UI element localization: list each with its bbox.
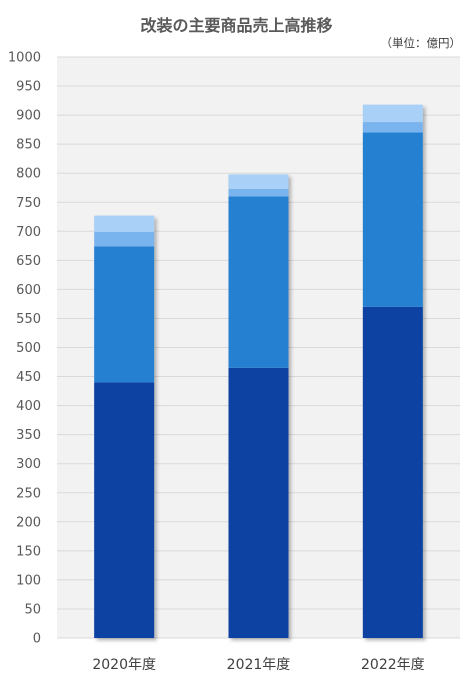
y-tick-label: 500 (16, 341, 41, 356)
bar-stack (94, 215, 155, 638)
y-tick-label: 1000 (8, 51, 41, 66)
y-tick-label: 650 (16, 254, 41, 269)
bar-stack (362, 104, 423, 638)
y-tick-label: 350 (16, 428, 41, 443)
bar-segment (94, 246, 155, 383)
bar-segment (94, 215, 155, 232)
y-tick-label: 850 (16, 138, 41, 153)
y-tick-label: 100 (16, 573, 41, 588)
bar-segment (94, 382, 155, 638)
bar-segment (362, 132, 423, 307)
y-tick-label: 150 (16, 544, 41, 559)
y-tick-label: 400 (16, 399, 41, 414)
bar-segment (362, 306, 423, 638)
bar-segment (362, 122, 423, 133)
x-category-label: 2022年度 (361, 657, 425, 673)
bar-segment (228, 196, 289, 368)
x-category-label: 2021年度 (227, 657, 291, 673)
y-tick-label: 200 (16, 515, 41, 530)
y-tick-label: 900 (16, 109, 41, 124)
unit-label: （単位：億円） (380, 36, 462, 50)
y-tick-label: 950 (16, 80, 41, 95)
y-tick-label: 600 (16, 283, 41, 298)
y-tick-label: 700 (16, 225, 41, 240)
y-tick-label: 50 (24, 602, 41, 617)
y-tick-label: 0 (33, 632, 41, 647)
bar-segment (228, 174, 289, 189)
y-tick-label: 800 (16, 167, 41, 182)
y-tick-label: 300 (16, 457, 41, 472)
bar-segment (228, 188, 289, 197)
bar-stack (228, 174, 289, 638)
y-tick-label: 250 (16, 486, 41, 501)
x-category-label: 2020年度 (92, 657, 156, 673)
y-tick-label: 750 (16, 196, 41, 211)
bar-segment (362, 104, 423, 123)
y-tick-label: 550 (16, 312, 41, 327)
bar-segment (228, 367, 289, 638)
y-tick-label: 450 (16, 370, 41, 385)
bar-segment (94, 231, 155, 247)
chart-title: 改装の主要商品売上高推移 (140, 16, 333, 35)
